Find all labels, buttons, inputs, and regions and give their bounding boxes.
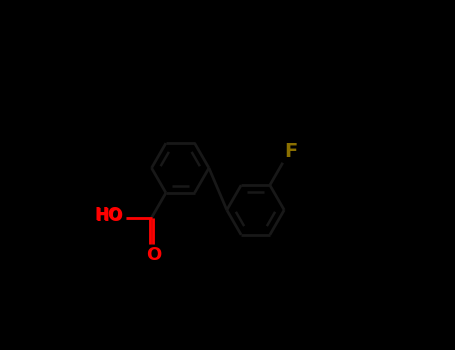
Text: HO: HO: [96, 207, 124, 225]
Text: O: O: [146, 246, 161, 264]
Text: F: F: [284, 142, 298, 161]
Text: HO: HO: [95, 206, 123, 224]
